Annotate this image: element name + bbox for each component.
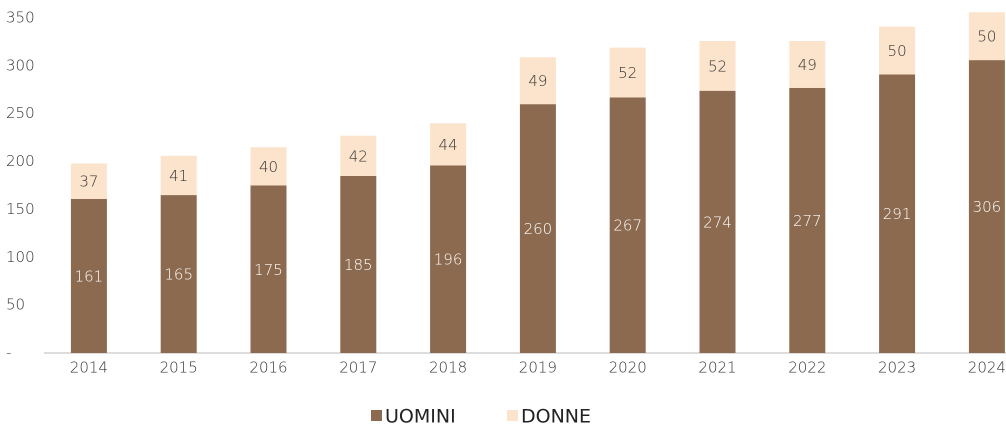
data-label: 52 <box>618 64 637 82</box>
bar-segment <box>160 155 197 196</box>
bar-segment <box>70 163 107 199</box>
bar-segment <box>340 135 377 176</box>
data-label: 41 <box>169 167 188 185</box>
data-label: 291 <box>883 205 912 223</box>
data-label: 49 <box>798 56 817 74</box>
data-label: 185 <box>344 256 373 274</box>
x-tick-label: 2024 <box>968 359 1006 377</box>
data-label: 196 <box>434 251 463 269</box>
x-tick-label: 2018 <box>429 359 467 377</box>
data-label: 306 <box>973 198 1002 216</box>
y-tick-label: 150 <box>6 200 35 218</box>
data-label: 50 <box>977 28 996 46</box>
y-tick-label: 100 <box>6 248 35 266</box>
y-tick-label: 50 <box>6 296 25 314</box>
x-tick-label: 2023 <box>878 359 916 377</box>
bar-segment <box>340 175 377 353</box>
y-tick-label: - <box>6 344 11 362</box>
y-tick-label: 250 <box>6 104 35 122</box>
data-label: 267 <box>613 217 642 235</box>
data-label: 175 <box>254 261 283 279</box>
legend-swatch <box>371 410 382 421</box>
y-tick-label: 300 <box>6 56 35 74</box>
bar-segment <box>879 74 916 353</box>
x-tick-label: 2016 <box>249 359 287 377</box>
data-label: 161 <box>75 267 104 285</box>
data-label: 40 <box>259 158 278 176</box>
x-tick-label: 2017 <box>339 359 377 377</box>
data-label: 44 <box>439 136 458 154</box>
x-tick-label: 2021 <box>698 359 736 377</box>
bar-segment <box>430 165 467 353</box>
legend: UOMINI DONNE <box>371 406 591 428</box>
bar-segment <box>879 26 916 75</box>
data-label: 52 <box>708 57 727 75</box>
x-tick-label: 2014 <box>70 359 108 377</box>
bar-segment <box>789 87 826 353</box>
data-label: 260 <box>524 220 553 238</box>
legend-label: UOMINI <box>385 406 456 428</box>
bar-segment <box>609 97 646 353</box>
bar-segment <box>699 90 736 353</box>
legend-label: DONNE <box>521 406 591 428</box>
data-label: 42 <box>349 147 368 165</box>
bar-segment <box>609 47 646 98</box>
bar-segment <box>519 57 556 105</box>
data-label: 37 <box>79 173 98 191</box>
data-label: 277 <box>793 212 822 230</box>
bar-segment <box>160 195 197 353</box>
y-tick-label: 350 <box>6 9 35 27</box>
bar-segment <box>70 198 107 353</box>
bar-segment <box>430 123 467 166</box>
bar-segment <box>519 104 556 354</box>
bar-segment <box>699 40 736 91</box>
bar-segment <box>789 40 826 88</box>
data-label: 165 <box>164 266 193 284</box>
x-tick-label: 2022 <box>788 359 826 377</box>
bar-segment <box>968 60 1005 353</box>
x-tick-label: 2019 <box>519 359 557 377</box>
x-tick-label: 2015 <box>160 359 198 377</box>
legend-swatch <box>507 410 518 421</box>
bar-segment <box>250 185 287 353</box>
data-label: 49 <box>528 72 547 90</box>
bar-segment <box>968 12 1005 61</box>
data-label: 50 <box>888 42 907 60</box>
bar-segment <box>250 147 287 186</box>
data-label: 274 <box>703 213 732 231</box>
x-tick-label: 2020 <box>609 359 647 377</box>
y-tick-label: 200 <box>6 152 35 170</box>
